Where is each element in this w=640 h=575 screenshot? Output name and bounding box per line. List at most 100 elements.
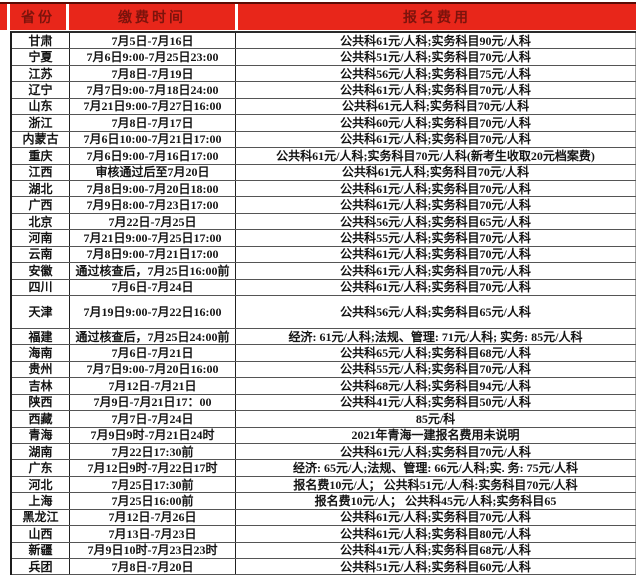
payment-time-cell: 7月8日-7月19日 [70, 65, 236, 82]
province-cell: 天津 [12, 296, 70, 328]
province-cell: 福建 [12, 328, 70, 345]
table-row: 湖北 7月8日9:00-7月20日18:00 公共科61元/人科;实务科目70元… [12, 180, 636, 198]
fee-cell: 公共科61元/人科;实务科目70元/人科 [236, 443, 636, 460]
table-row: 湖南 7月22日17:30前 公共科61元/人科;实务科目70元/人科 [12, 443, 636, 461]
fee-cell: 公共科61元/人科;实务科目70元/人科 [236, 246, 636, 263]
fee-cell: 公共科61元人科;实务科目70元/人科 [236, 98, 636, 115]
payment-time-cell: 7月12日9时-7月22日17时 [70, 460, 236, 476]
fee-cell: 85元/科 [236, 411, 636, 427]
payment-time-cell: 审核通过后至7月20日 [70, 164, 236, 180]
province-cell: 青海 [12, 427, 70, 443]
table-row: 陕西 7月9日-7月21日17：00 公共科41元/人科;实务科目50元/人科 [12, 394, 636, 412]
table-row: 江西 审核通过后至7月20日 公共科61元人科;实务科目70元/人科 [12, 164, 636, 181]
payment-time-cell: 7月25日17:30前 [70, 476, 236, 493]
header-cell-fee: 报名费用 [238, 4, 636, 30]
table-row: 江苏 7月8日-7月19日 公共科56元/人科;实务科目75元/人科 [12, 65, 636, 83]
header-gap [7, 4, 10, 30]
fee-cell: 公共科56元/人科;实务科目75元/人科 [236, 65, 636, 82]
province-cell: 四川 [12, 279, 70, 295]
table-row: 吉林 7月12日-7月21日 公共科68元/人科;实务科目94元/人科 [12, 378, 636, 395]
fee-cell: 公共科61元/人科;实务科目70元/人科 [236, 197, 636, 213]
payment-time-cell: 7月25日16:00前 [70, 493, 236, 509]
fee-cell: 2021年青海一建报名费用未说明 [236, 427, 636, 443]
province-cell: 宁夏 [12, 49, 70, 65]
province-cell: 北京 [12, 213, 70, 230]
table-row: 河南 7月21日9:00-7月25日17:00 公共科55元/人科;实务科目70… [12, 230, 636, 247]
fee-cell: 公共科68元/人科;实务科目94元/人科 [236, 378, 636, 394]
fee-cell: 公共科56元/人科;实务科目65元/人科 [236, 213, 636, 230]
province-cell: 陕西 [12, 394, 70, 411]
payment-time-cell: 7月8日-7月20日 [70, 559, 236, 575]
table-row: 甘肃 7月5日-7月16日 公共科61元/人科;实务科目90元/人科 [12, 33, 636, 50]
payment-time-cell: 7月21日9:00-7月27日16:00 [70, 98, 236, 115]
header-cell-payment-time: 缴费时间 [69, 4, 235, 30]
fee-cell: 公共科41元/人科;实务科目68元/人科 [236, 542, 636, 559]
payment-time-cell: 7月9日8:00-7月23日17:00 [70, 197, 236, 213]
table-row: 内蒙古 7月6日10:00-7月21日17:00 公共科61元/人科;实务科目7… [12, 131, 636, 149]
province-cell: 黑龙江 [12, 509, 70, 526]
province-cell: 重庆 [12, 148, 70, 164]
province-cell: 内蒙古 [12, 131, 70, 148]
fee-cell: 公共科61元人科;实务科目70元/人科 [236, 164, 636, 180]
province-cell: 新疆 [12, 542, 70, 559]
province-cell: 湖南 [12, 443, 70, 460]
header-cell-province: 省份 [10, 4, 66, 30]
province-cell: 云南 [12, 246, 70, 263]
payment-time-cell: 7月7日9:00-7月18日24:00 [70, 82, 236, 98]
table-row: 广西 7月9日8:00-7月23日17:00 公共科61元/人科;实务科目70元… [12, 197, 636, 214]
payment-time-cell: 7月8日-7月17日 [70, 115, 236, 131]
table-row: 北京 7月22日-7月25日 公共科56元/人科;实务科目65元/人科 [12, 213, 636, 231]
payment-time-cell: 7月12日-7月21日 [70, 378, 236, 394]
table-row: 山东 7月21日9:00-7月27日16:00 公共科61元人科;实务科目70元… [12, 98, 636, 116]
province-cell: 海南 [12, 345, 70, 361]
table-row: 青海 7月9日9时-7月21日24时 2021年青海一建报名费用未说明 [12, 427, 636, 444]
payment-time-cell: 7月22日17:30前 [70, 443, 236, 460]
province-cell: 江苏 [12, 65, 70, 82]
table-row: 兵团 7月8日-7月20日 公共科51元/人科;实务科目60元/人科 [12, 559, 636, 575]
header-left-stub [0, 4, 7, 30]
province-cell: 河南 [12, 230, 70, 246]
fee-cell: 公共科51元/人科;实务科目60元/人科 [236, 559, 636, 575]
fee-cell: 经济: 65元/人;法规、管理: 66元/人科;实. 务: 75元/人科 [236, 460, 636, 476]
province-cell: 湖北 [12, 180, 70, 197]
province-cell: 辽宁 [12, 82, 70, 98]
table-row: 贵州 7月7日9:00-7月20日16:00 公共科55元/人科;实务科目70元… [12, 361, 636, 379]
table-row: 河北 7月25日17:30前 报名费10元/人； 公共科51元/人/科:实务科目… [12, 476, 636, 494]
fee-cell: 经济: 61元/人科;法规、管理: 71元/人科; 实务: 85元/人科 [236, 328, 636, 345]
payment-time-cell: 7月22日-7月25日 [70, 213, 236, 230]
table-row: 四川 7月6日-7月24日 公共科61元/人科;实务科目70元/人科 [12, 279, 636, 296]
table-row: 浙江 7月8日-7月17日 公共科60元/人科;实务科目70元/人科 [12, 115, 636, 132]
table-row: 安徽 通过核查后，7月25日16:00前 公共科61元/人科;实务科目70元/人… [12, 263, 636, 280]
table-row: 天津 7月19日9:00-7月22日16:00 公共科56元/人科;实务科目65… [12, 296, 636, 329]
payment-time-cell: 7月9日-7月21日17：00 [70, 394, 236, 411]
fee-cell: 报名费10元/人； 公共科51元/人/科:实务科目70元/人科 [236, 476, 636, 493]
fee-cell: 公共科61元/人科;实务科目70元/人科(新考生收取20元档案费) [236, 148, 636, 164]
fee-cell: 公共科41元/人科;实务科目50元/人科 [236, 394, 636, 411]
fee-cell: 公共科61元/人科;实务科目70元/人科 [236, 263, 636, 279]
fee-cell: 公共科61元/人科;实务科目70元/人科 [236, 180, 636, 197]
table-row: 宁夏 7月6日9:00-7月25日23:00 公共科51元/人科;实务科目70元… [12, 49, 636, 66]
table-row: 辽宁 7月7日9:00-7月18日24:00 公共科61元/人科;实务科目70元… [12, 82, 636, 99]
table-row: 广东 7月12日9时-7月22日17时 经济: 65元/人;法规、管理: 66元… [12, 460, 636, 477]
payment-time-cell: 7月5日-7月16日 [70, 33, 236, 49]
fee-cell: 公共科61元/人科;实务科目80元/人科 [236, 526, 636, 542]
payment-time-cell: 7月8日9:00-7月20日18:00 [70, 180, 236, 197]
province-cell: 浙江 [12, 115, 70, 131]
table-row: 福建 通过核查后，7月25日24:00前 经济: 61元/人科;法规、管理: 7… [12, 328, 636, 346]
province-cell: 广东 [12, 460, 70, 476]
payment-time-cell: 通过核查后，7月25日16:00前 [70, 263, 236, 279]
fee-cell: 报名费10元/人； 公共科45元/人科;实务科目65 [236, 493, 636, 509]
province-cell: 贵州 [12, 361, 70, 378]
province-cell: 甘肃 [12, 33, 70, 49]
fee-cell: 公共科60元/人科;实务科目70元/人科 [236, 115, 636, 131]
payment-time-cell: 7月21日9:00-7月25日17:00 [70, 230, 236, 246]
fee-cell: 公共科61元/人科;实务科目90元/人科 [236, 33, 636, 49]
province-cell: 河北 [12, 476, 70, 493]
table-row: 云南 7月8日9:00-7月21日17:00 公共科61元/人科;实务科目70元… [12, 246, 636, 264]
province-cell: 山西 [12, 526, 70, 542]
province-cell: 西藏 [12, 411, 70, 427]
payment-time-cell: 7月8日9:00-7月21日17:00 [70, 246, 236, 263]
payment-time-cell: 7月13日-7月23日 [70, 526, 236, 542]
fee-cell: 公共科55元/人科;实务科目70元/人科 [236, 230, 636, 246]
province-cell: 吉林 [12, 378, 70, 394]
